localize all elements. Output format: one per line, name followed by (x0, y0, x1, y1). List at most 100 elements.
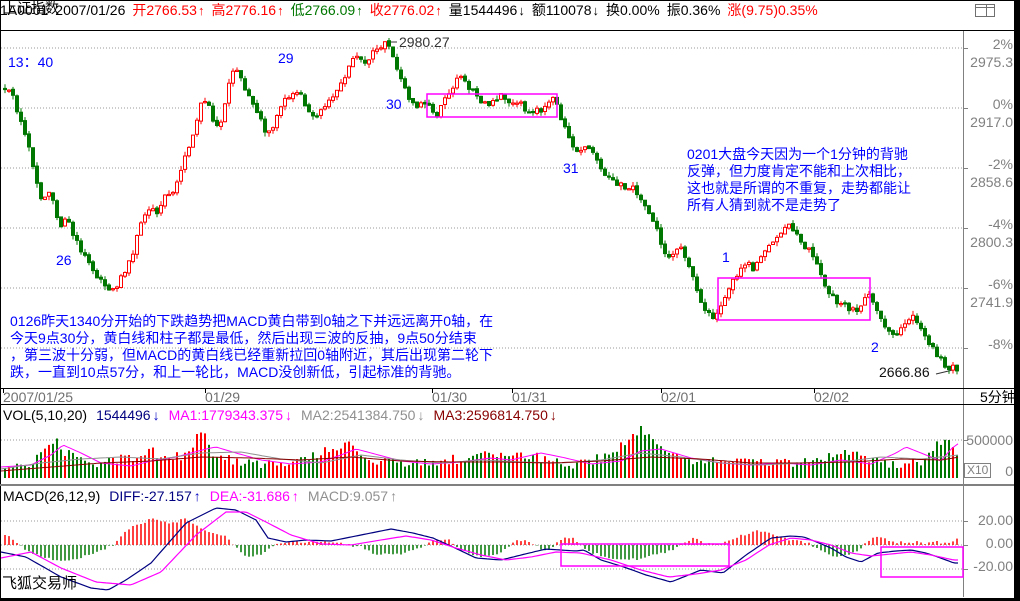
page-title: 上证指数 (3, 0, 59, 16)
stock-code: 1A0001 (0, 2, 49, 18)
wave-label: 26 (56, 252, 72, 268)
vol-header-segment-4: MA3:2596814.750 ↓ (433, 407, 557, 423)
quote-field-开: 开2766.53 ↑ (132, 2, 205, 18)
quote-bar: 1A0001 2007/01/26 开2766.53 ↑ 高2776.16 ↑ 低276… (0, 0, 1020, 20)
wave-label: 30 (386, 96, 402, 112)
date-label: 01/31 (512, 389, 548, 405)
macd-indicator-header: MACD(26,12,9) DIFF:-27.157 ↑ DEA:-31.686 ↑ MA… (3, 488, 406, 504)
wave-label: 13：40 (8, 54, 54, 70)
volume-multiplier-badge: X10 (964, 463, 992, 478)
note-line: 0126昨天1340分开始的下跌趋势把MACD黄白带到0轴之下并远远离开0轴，在 (10, 313, 494, 329)
down-arrow-icon: ↓ (518, 2, 525, 18)
candlestick-chart[interactable] (1, 31, 963, 388)
note-line: 反弹，但力度肯定不能和上次相比， (687, 163, 911, 179)
vol-header-segment-3: MA2:2541384.750 ↓ (301, 407, 425, 423)
chart-bottom-border (0, 388, 1014, 389)
axis-price-label: 2975.3 (970, 54, 1013, 70)
note-line: ，第三波十分弱，但MACD的黄白线已经重新拉回0轴附近，其后出现第二轮下 (10, 347, 494, 363)
date-tick (432, 389, 433, 393)
date-row-border (0, 404, 1014, 405)
up-arrow-icon: ↑ (435, 2, 442, 18)
macd-header-segment-0: MACD(26,12,9) (3, 488, 101, 504)
note-line: 跌，一直到10点57分，和上一轮比，MACD没创新低，引起标准的背驰。 (10, 364, 461, 380)
note-line: 0201大盘今天因为一个1分钟的背驰 (687, 146, 908, 162)
volume-chart[interactable] (0, 405, 963, 484)
date-tick (512, 389, 513, 393)
axis-tick (963, 48, 968, 49)
low-price-label: 2666.86 (879, 364, 930, 380)
axis-tick (963, 521, 968, 522)
wave-label: 31 (563, 160, 579, 176)
interval-selector[interactable]: 5分钟 (980, 389, 1016, 405)
date-label: 02/02 (814, 389, 850, 405)
axis-tick (963, 288, 968, 289)
analysis-note-left: 0126昨天1340分开始的下跌趋势把MACD黄白带到0轴之下并远远离开0轴，在… (10, 313, 493, 381)
axis-tick (963, 348, 968, 349)
wave-label: 1 (722, 249, 730, 265)
axis-pct-label: -2% (988, 156, 1013, 172)
axis-pct-label: -4% (988, 216, 1013, 232)
date-label: 01/29 (205, 389, 241, 405)
date-label: 02/01 (661, 389, 697, 405)
vol-header-segment-0: VOL(5,10,20) (3, 407, 88, 423)
quote-field-量: 量1544496 ↓ (448, 2, 525, 18)
wave-label: 2 (871, 339, 879, 355)
axis-price-label: 2741.9 (970, 294, 1013, 310)
note-line: 所有人猜到就不是走势了 (687, 197, 841, 213)
quote-field-涨: 涨(9.75)0.35% (727, 2, 818, 18)
quote-field-换: 换0.00% (606, 2, 660, 18)
axis-pct-label: 0% (992, 96, 1013, 112)
wave-label: 29 (278, 50, 294, 66)
up-arrow-icon: ↑ (193, 488, 201, 504)
axis-price-label: 2917.0 (970, 114, 1013, 130)
macd-axis-label: -20.00 (973, 558, 1013, 574)
window-border-left (0, 0, 1, 601)
axis-tick (963, 168, 968, 169)
vol-axis-label: 500000 (966, 432, 1013, 448)
split-window-icon[interactable] (975, 4, 995, 17)
date-label: 2007/01/25 (3, 389, 74, 405)
axis-pct-label: -6% (988, 276, 1013, 292)
vol-header-segment-2: MA1:1779343.375 ↓ (168, 407, 293, 423)
header-divider (0, 30, 1014, 31)
macd-axis-label: 0.00 (985, 535, 1013, 551)
window-border-bottom (0, 598, 1020, 601)
up-arrow-icon: ↑ (390, 488, 398, 504)
date-tick (3, 389, 4, 393)
macd-header-segment-2: DEA:-31.686 ↑ (209, 488, 299, 504)
pane-divider (0, 484, 1014, 486)
down-arrow-icon: ↓ (152, 407, 160, 423)
high-price-label: 2980.27 (399, 34, 450, 50)
quote-field-收: 收2776.02 ↑ (369, 2, 442, 18)
date-tick (205, 389, 206, 393)
axis-price-label: 2800.3 (970, 234, 1013, 250)
axis-pct-label: 2% (992, 36, 1013, 52)
up-arrow-icon: ↑ (197, 2, 205, 18)
down-arrow-icon: ↓ (417, 407, 425, 423)
axis-divider (963, 31, 964, 597)
axis-pct-label: -8% (988, 336, 1013, 352)
down-arrow-icon: ↓ (592, 2, 600, 18)
quote-field-低: 低2766.09 ↑ (290, 2, 363, 18)
window-border-top (0, 0, 1020, 1)
down-arrow-icon: ↓ (285, 407, 293, 423)
date-tick (814, 389, 815, 393)
macd-chart[interactable] (0, 486, 964, 597)
window-border-right (1014, 0, 1020, 601)
date-label: 01/30 (432, 389, 468, 405)
quote-field-额: 额110078 ↓ (531, 2, 600, 18)
down-arrow-icon: ↓ (549, 407, 557, 423)
note-line: 这也就是所谓的不重复，走势都能让 (687, 180, 911, 196)
quote-fields: 开2766.53 ↑ 高2776.16 ↑ 低2766.09 ↑ 收2776.02 ↑ 量154… (132, 0, 824, 20)
volume-indicator-header: VOL(5,10,20) 1544496 ↓ MA1:1779343.375 ↓ MA2:… (3, 407, 566, 423)
up-arrow-icon: ↑ (356, 2, 363, 18)
note-line: 今天9点30分，黄白线和柱子都是最低，然后出现三波的反抽，9点50分结束 (10, 330, 477, 346)
vol-axis-label: 0 (1005, 463, 1013, 479)
axis-tick (963, 545, 968, 546)
macd-header-segment-3: MACD:9.057 ↑ (307, 488, 398, 504)
quote-field-高: 高2776.16 ↑ (211, 2, 284, 18)
up-arrow-icon: ↑ (291, 488, 299, 504)
app-watermark: 飞狐交易师 (2, 575, 78, 592)
macd-axis-label: 20.00 (977, 512, 1013, 528)
